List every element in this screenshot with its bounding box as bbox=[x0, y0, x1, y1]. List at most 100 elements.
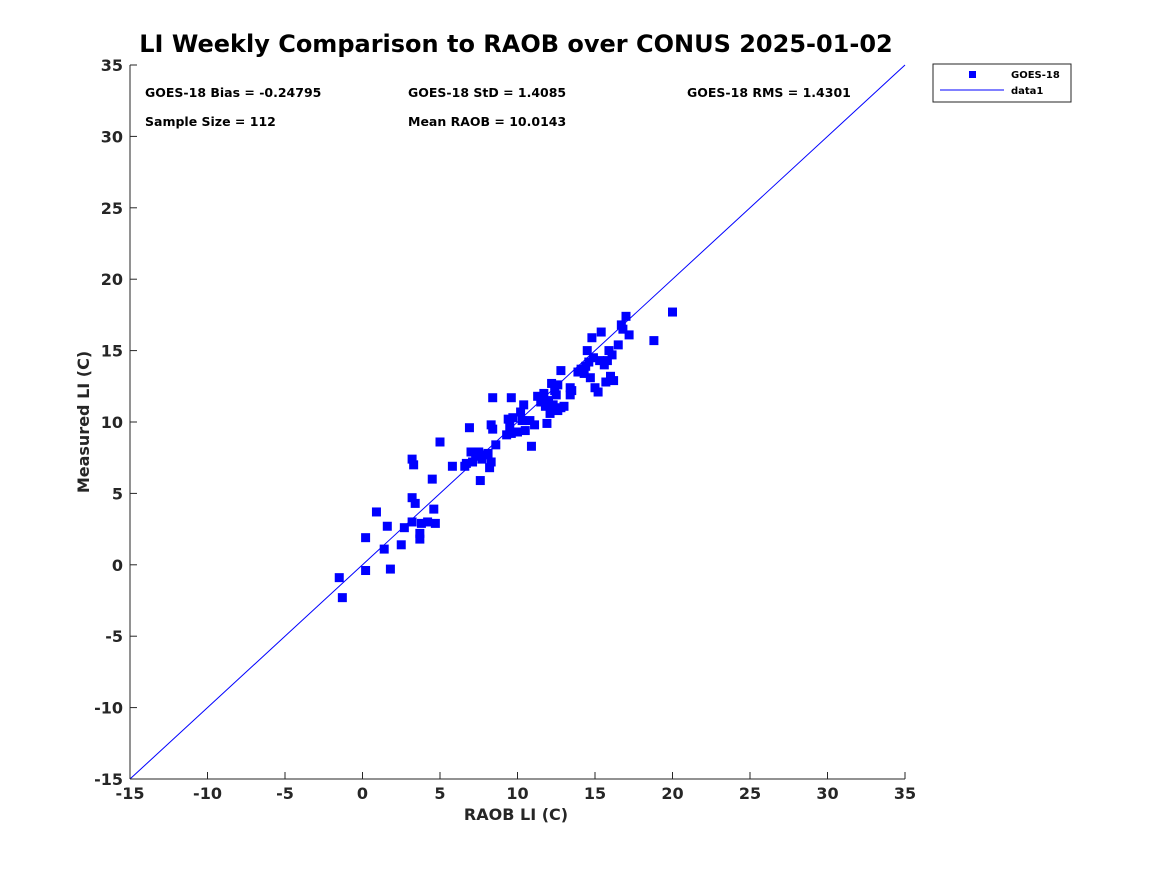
data-point bbox=[553, 380, 563, 390]
data-point bbox=[587, 333, 597, 343]
scatter-points bbox=[334, 307, 677, 603]
data-point bbox=[505, 421, 515, 431]
x-tick-label: -15 bbox=[116, 784, 145, 803]
data-point bbox=[588, 353, 598, 363]
y-tick-label: 30 bbox=[101, 127, 123, 146]
x-axis-title: RAOB LI (C) bbox=[464, 805, 568, 824]
data-point bbox=[475, 476, 485, 486]
y-tick-label: 10 bbox=[101, 413, 123, 432]
data-point bbox=[556, 366, 566, 376]
data-point bbox=[435, 437, 445, 447]
data-point bbox=[596, 327, 606, 337]
data-point bbox=[474, 447, 484, 457]
legend-label-goes18: GOES-18 bbox=[1011, 70, 1060, 81]
data-point bbox=[579, 368, 589, 378]
x-tick-label: -5 bbox=[276, 784, 294, 803]
data-point bbox=[423, 517, 433, 527]
stats-annotations: GOES-18 Bias = -0.24795 GOES-18 StD = 1.… bbox=[145, 85, 851, 129]
data-point bbox=[593, 387, 603, 397]
data-point bbox=[361, 566, 371, 576]
data-point bbox=[486, 457, 496, 467]
data-point bbox=[361, 533, 371, 543]
data-point bbox=[485, 463, 495, 473]
data-point bbox=[548, 400, 558, 410]
series-line-data1 bbox=[129, 64, 906, 780]
data-point bbox=[542, 418, 552, 428]
x-tick-label: 0 bbox=[357, 784, 368, 803]
y-tick-label: 35 bbox=[101, 56, 123, 75]
data-point bbox=[447, 461, 457, 471]
data-point bbox=[334, 573, 344, 583]
data-point bbox=[525, 416, 535, 426]
data-point bbox=[601, 377, 611, 387]
data-point bbox=[382, 521, 392, 531]
data-point bbox=[559, 401, 569, 411]
data-point bbox=[624, 330, 634, 340]
y-tick-label: 0 bbox=[112, 556, 123, 575]
data-point bbox=[464, 423, 474, 433]
data-point bbox=[545, 408, 555, 418]
data-point bbox=[544, 396, 553, 406]
legend-label-data1: data1 bbox=[1011, 86, 1043, 97]
y-tick-label: 20 bbox=[101, 270, 123, 289]
data-point bbox=[415, 534, 425, 544]
data-point bbox=[595, 356, 605, 366]
data-point bbox=[385, 564, 395, 574]
data-point bbox=[530, 420, 540, 430]
identity-line-layer bbox=[129, 64, 906, 780]
data-point bbox=[502, 430, 512, 440]
data-point bbox=[551, 390, 561, 400]
data-point bbox=[491, 440, 501, 450]
data-point bbox=[567, 386, 577, 396]
data-point bbox=[503, 414, 513, 424]
data-point bbox=[410, 498, 420, 508]
data-point bbox=[585, 373, 595, 383]
data-point bbox=[540, 401, 550, 411]
chart-title: LI Weekly Comparison to RAOB over CONUS … bbox=[139, 30, 892, 58]
data-point bbox=[668, 307, 677, 317]
y-tick-label: 5 bbox=[112, 484, 123, 503]
y-tick-label: -5 bbox=[105, 627, 123, 646]
x-tick-label: 25 bbox=[739, 784, 761, 803]
data-point bbox=[337, 593, 347, 603]
data-point bbox=[468, 457, 478, 467]
data-point bbox=[539, 388, 549, 398]
data-point bbox=[506, 428, 516, 438]
data-point bbox=[506, 393, 516, 403]
stat-std: GOES-18 StD = 1.4085 bbox=[408, 85, 566, 100]
y-axis-title: Measured LI (C) bbox=[74, 351, 93, 493]
data-point bbox=[519, 400, 529, 410]
stat-bias: GOES-18 Bias = -0.24795 bbox=[145, 85, 321, 100]
data-point bbox=[508, 413, 518, 423]
data-point bbox=[547, 378, 557, 388]
x-tick-label: 10 bbox=[506, 784, 528, 803]
y-tick-label: -10 bbox=[94, 699, 123, 718]
data-point bbox=[488, 424, 498, 434]
x-tick-label: 5 bbox=[434, 784, 445, 803]
data-point bbox=[483, 448, 493, 458]
data-point bbox=[399, 523, 409, 533]
x-tick-label: 35 bbox=[894, 784, 916, 803]
data-point bbox=[526, 441, 536, 451]
data-point bbox=[409, 460, 419, 470]
data-point bbox=[429, 504, 439, 514]
x-tick-label: 15 bbox=[584, 784, 606, 803]
data-point bbox=[407, 517, 417, 527]
data-point bbox=[618, 324, 628, 334]
data-point bbox=[607, 350, 617, 360]
data-point bbox=[536, 397, 546, 407]
data-point bbox=[407, 493, 417, 503]
data-point bbox=[407, 454, 417, 464]
stat-sample-size: Sample Size = 112 bbox=[145, 114, 276, 129]
data-point bbox=[533, 391, 543, 401]
y-tick-label: 15 bbox=[101, 342, 123, 361]
data-point bbox=[649, 336, 659, 346]
x-tick-label: -10 bbox=[193, 784, 222, 803]
data-point bbox=[609, 376, 619, 386]
data-point bbox=[584, 357, 594, 367]
data-point bbox=[379, 544, 389, 554]
data-point bbox=[602, 356, 612, 366]
data-point bbox=[517, 416, 527, 426]
plot-area bbox=[129, 64, 906, 780]
